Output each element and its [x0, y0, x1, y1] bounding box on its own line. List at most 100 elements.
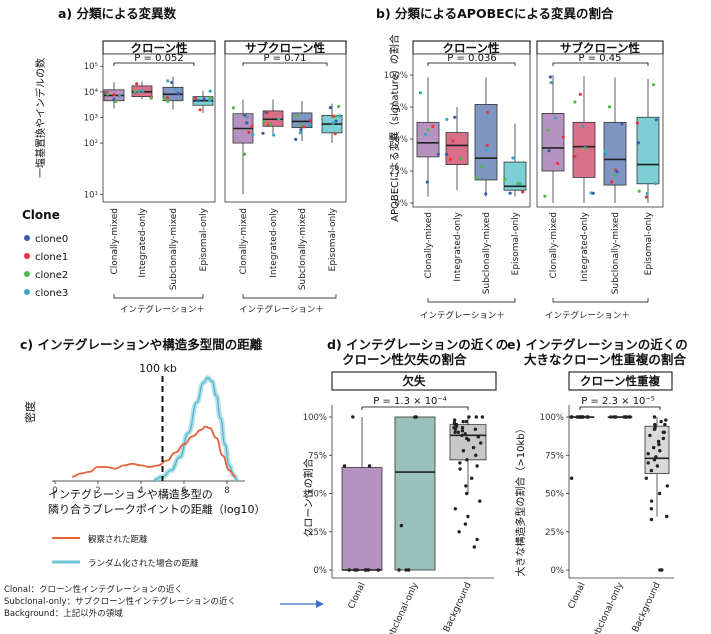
panel-c-randomized-line — [153, 377, 238, 481]
panel-b-xlabel: Episomal-only — [511, 211, 521, 275]
panel-b-xlabel: Integrated-only — [453, 211, 463, 281]
clone-legend: Clone clone0 clone1 clone2 clone3 — [22, 208, 68, 299]
panel-b-title: b) 分類によるAPOBECによる変異の割合 — [376, 6, 614, 21]
panel-b-subclonal-1-point — [591, 191, 595, 195]
panel-b-clonal-2-point — [481, 164, 485, 169]
panel-a-subclonal-0-point — [251, 132, 255, 137]
panel-a-xlabel: Episomal-only — [199, 207, 209, 271]
panel-e-0-point — [586, 415, 590, 419]
panel-b-clonal-2-point — [474, 176, 478, 180]
panel-a-clonal-0-point — [112, 97, 116, 101]
clone2-label: clone2 — [35, 270, 68, 281]
panel-d-0-point — [376, 568, 380, 572]
panel-b-subclonal-0-box — [541, 113, 565, 172]
panel-e: e) インテグレーションの近くの 大きなクローン性重複の割合 クローン性重複 P… — [507, 337, 688, 634]
panel-a-clonal-0-point — [112, 93, 116, 97]
panel-d-2-point — [471, 445, 476, 450]
panel-a-clonal-1-point — [133, 90, 137, 94]
panel-a-clonal-1-point — [137, 90, 141, 94]
panel-a-ytick-label: 10² — [84, 139, 98, 149]
panel-d-2-point — [453, 418, 457, 422]
panel-a-subclonal-2-point — [308, 123, 312, 128]
panel-e-2-point — [665, 514, 669, 519]
panel-b-subclonal-3-point — [644, 195, 649, 199]
panel-d-xlabel: Background — [442, 581, 474, 634]
panel-a-subclonal-1-point — [262, 120, 266, 124]
panel-b-clonal-3-point — [516, 182, 520, 186]
panel-e-0-point — [576, 415, 580, 419]
panel-a-clonal-3-point — [194, 96, 198, 100]
panel-b-subclonal-0-point — [561, 135, 565, 139]
observed-legend-label: 観察された距離 — [88, 534, 148, 545]
panel-e-2-point — [652, 458, 657, 462]
panel-b-clonal-3-point — [521, 190, 525, 194]
panel-e-ytick-label: 25% — [545, 528, 564, 538]
panel-e-0-point — [570, 415, 574, 419]
panel-b-subclonal-0-point — [549, 81, 553, 85]
panel-b-clonal-1-point — [453, 115, 457, 119]
panel-d-2-point — [474, 453, 478, 457]
panel-d-0-point — [347, 568, 351, 572]
panel-d-2-point — [457, 530, 461, 534]
panel-b-clonal-2-point — [485, 110, 490, 114]
panel-b-subclonal-1-point — [573, 154, 577, 158]
panel-a-subclonal-2-point — [302, 125, 306, 129]
panel-e-2-point — [652, 445, 656, 450]
panel-e-2-point — [661, 436, 666, 441]
panel-a-clonal-2-point — [174, 88, 178, 92]
panel-d-2-point — [479, 441, 483, 445]
panel-a-strip-subclonal-label: サブクローン性 — [245, 41, 325, 55]
panel-e-2-point — [656, 439, 661, 444]
panel-a-xlabel: Clonally-mixed — [110, 208, 120, 275]
panel-c-xlabel-line2: 隣り合うブレークポイントの距離（log10） — [48, 502, 266, 516]
panel-d-yticks: 0% 25% 50% 75% 100% — [303, 413, 332, 576]
panel-b-subclonal-2-box — [603, 121, 627, 186]
panel-e-2-point — [652, 427, 657, 431]
panel-a-subclonal-3-point — [337, 105, 341, 109]
panel-b-subclonal-0-point — [547, 149, 551, 153]
panel-d-ylabel: クローン性の割合 — [302, 458, 315, 538]
panel-d-2-point — [467, 415, 471, 419]
panel-b-subclonal-0-point — [548, 75, 553, 79]
panel-a-subclonal-0-point — [231, 106, 236, 110]
panel-e-2-point — [649, 468, 654, 473]
panel-d-1-point — [399, 523, 404, 528]
panel-c-xtick-label: 2 — [95, 486, 100, 496]
panel-a-ylabel: 一塩基置換やインデルの数 — [34, 58, 47, 178]
panel-e-title-line1: e) インテグレーションの近くの — [507, 337, 688, 352]
panel-c-xticks: 0 2 4 6 8 — [52, 481, 230, 496]
panel-a-frame-clonal — [102, 53, 216, 203]
panel-d-2-point — [466, 438, 471, 442]
panel-a-clonal-2-point — [166, 99, 170, 103]
panel-b-subclonal-0-point — [543, 194, 547, 198]
panel-c-series — [72, 375, 239, 483]
panel-b-subclonal-0-point — [546, 128, 550, 132]
panel-e-bracket — [579, 406, 661, 410]
panel-a-clonal-3-point — [202, 97, 206, 101]
panel-a-pvalue-subclonal: P = 0.71 — [263, 53, 306, 64]
panel-b-subclonal-2-point — [603, 149, 607, 153]
panel-b-subclonal-3-point — [635, 121, 640, 125]
panel-d-0-point — [366, 568, 371, 572]
panel-b-subclonal-1-point — [581, 124, 585, 129]
clone1-marker — [24, 253, 30, 259]
panel-e-yticks: 0% 25% 50% 75% 100% — [540, 413, 569, 576]
panel-a-xlabel: Integrated-only — [269, 207, 279, 277]
panel-b-subclonal-3-point — [637, 189, 641, 193]
panel-d-ytick-label: 100% — [303, 413, 327, 423]
panel-b-subclonal-0-point — [554, 116, 558, 120]
panel-e-2-point — [665, 484, 669, 488]
panel-b-bracket-subclonal — [552, 62, 649, 66]
panel-a-clonal-0-point — [105, 92, 110, 96]
panel-a-subclonal-3-point — [333, 132, 337, 136]
clone0-label: clone0 — [35, 234, 68, 245]
clone0-marker — [24, 235, 30, 241]
panel-b-clonal-0-point — [425, 180, 429, 184]
panel-d-2-point — [474, 415, 478, 419]
panel-a-subclonal-1-point — [272, 133, 276, 137]
panel-d-2-point — [463, 522, 468, 526]
panel-b-subclonal-3-box — [636, 116, 660, 185]
panel-a-clonal-3-point — [198, 108, 202, 112]
panel-a-clonal-2-point — [165, 96, 170, 100]
panel-d-ytick-label: 25% — [308, 528, 327, 538]
